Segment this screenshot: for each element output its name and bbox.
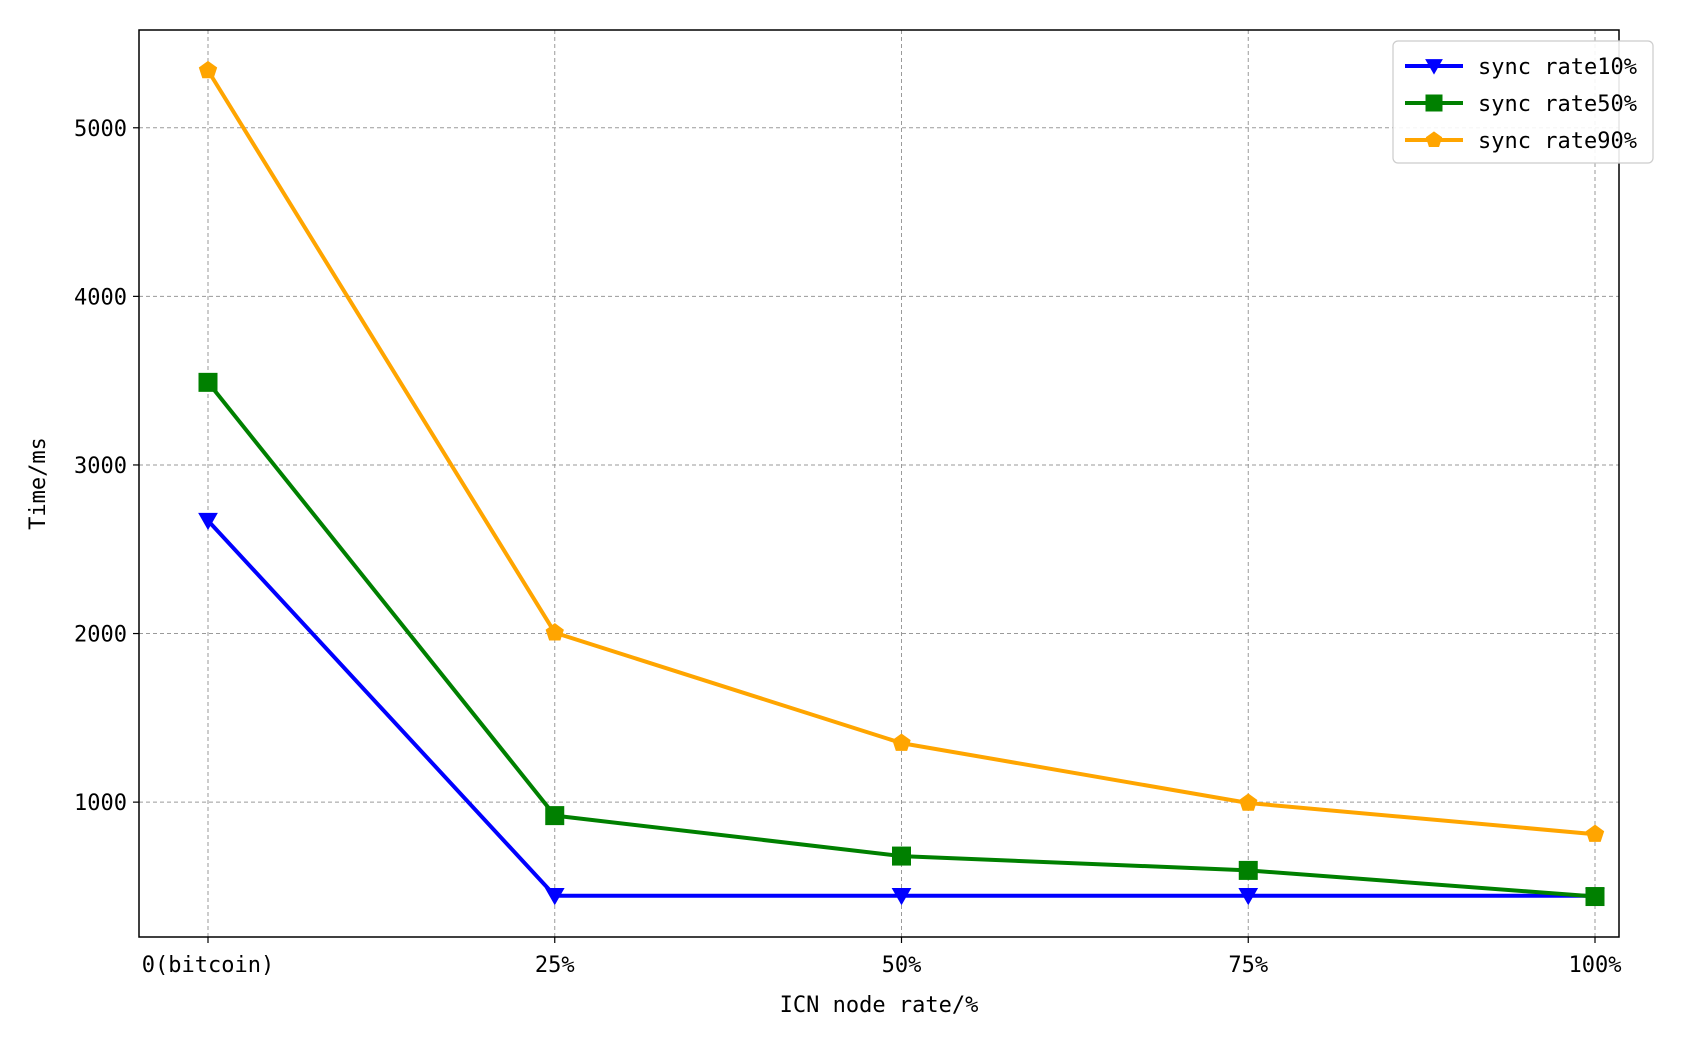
triangle-down-marker xyxy=(198,512,218,531)
square-marker xyxy=(1585,887,1605,907)
square-marker xyxy=(1425,94,1443,112)
y-axis-label: Time/ms xyxy=(26,437,51,530)
legend-item: sync rate50% xyxy=(1405,92,1637,117)
square-marker xyxy=(892,846,911,866)
x-tick-label: 100% xyxy=(1569,953,1622,978)
triangle-down-marker xyxy=(891,887,912,906)
square-marker xyxy=(198,372,218,392)
triangle-down-marker xyxy=(1238,887,1259,906)
grid xyxy=(139,30,1619,937)
ticks: 0(bitcoin) 25% 50% 75% 100% 1000 2000 3000 4000 5… xyxy=(74,117,1621,978)
x-tick-label: 50% xyxy=(882,953,922,978)
y-tick-label: 4000 xyxy=(74,285,127,310)
legend-item: sync rate10% xyxy=(1405,55,1637,80)
legend-label: sync rate50% xyxy=(1478,92,1637,117)
x-tick-label: 25% xyxy=(535,953,575,978)
series-layer xyxy=(198,60,1605,907)
square-marker xyxy=(545,806,565,826)
plot-frame xyxy=(138,29,1620,938)
y-tick-label: 2000 xyxy=(74,623,127,648)
pentagon-marker xyxy=(545,623,564,641)
legend-frame xyxy=(1392,40,1654,164)
legend: sync rate10% sync rate50% sync rate90% xyxy=(1392,40,1654,164)
series xyxy=(198,372,1605,907)
legend-label: sync rate90% xyxy=(1478,129,1637,154)
y-tick-label: 3000 xyxy=(74,454,127,479)
x-axis-label: ICN node rate/% xyxy=(780,993,979,1018)
legend-label: sync rate10% xyxy=(1478,55,1637,80)
y-tick-label: 5000 xyxy=(74,117,127,142)
legend-item: sync rate90% xyxy=(1405,129,1637,154)
triangle-down-marker xyxy=(1425,59,1443,75)
pentagon-marker xyxy=(1425,131,1443,147)
triangle-down-marker xyxy=(544,887,565,906)
pentagon-marker xyxy=(1239,793,1258,811)
square-marker xyxy=(1238,860,1258,880)
pentagon-marker xyxy=(892,733,911,751)
x-tick-label: 75% xyxy=(1228,953,1268,978)
y-tick-label: 1000 xyxy=(74,791,127,816)
x-tick-label: 0(bitcoin) xyxy=(142,953,274,978)
series xyxy=(198,60,1605,842)
pentagon-marker xyxy=(198,60,218,79)
pentagon-marker xyxy=(1585,824,1605,842)
